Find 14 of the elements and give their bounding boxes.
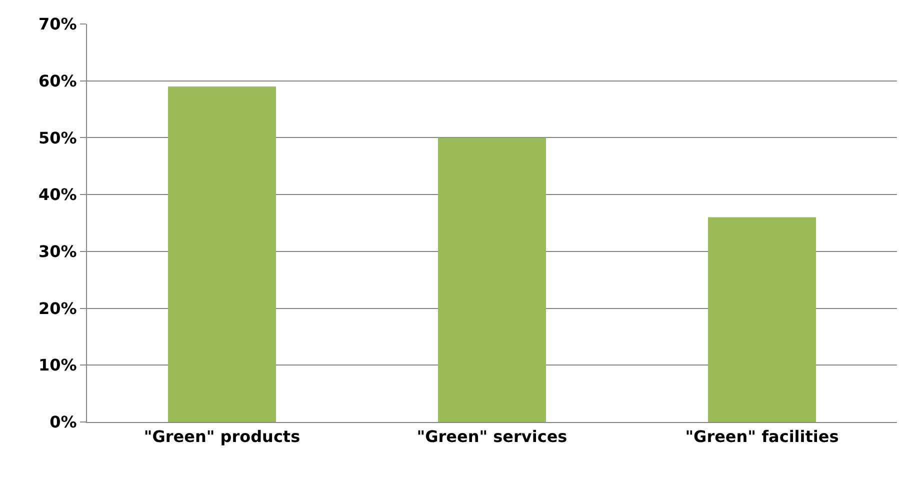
y-tick-label: 40%: [38, 185, 77, 204]
y-tick-label: 50%: [38, 128, 77, 148]
x-tick-label: "Green" products: [144, 427, 300, 446]
y-tick-label: 20%: [38, 298, 77, 318]
x-tick-label: "Green" services: [416, 427, 568, 446]
bar: [438, 138, 546, 422]
bar: [708, 217, 816, 422]
y-tick-label: 0%: [50, 412, 77, 432]
y-tick-label: 70%: [38, 14, 77, 34]
bar: [168, 86, 276, 422]
x-tick-label: "Green" facilities: [685, 427, 839, 446]
y-tick-label: 60%: [38, 71, 77, 90]
y-tick-label: 30%: [38, 242, 77, 262]
y-tick-label: 10%: [38, 356, 77, 375]
